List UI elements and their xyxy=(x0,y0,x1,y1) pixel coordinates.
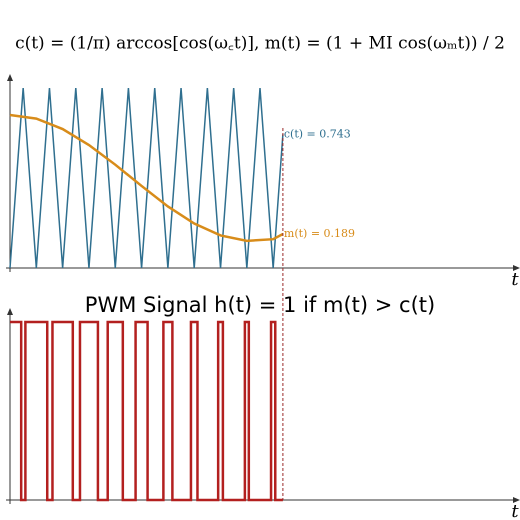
y-axis-arrow xyxy=(7,308,13,315)
x-axis-arrow xyxy=(513,497,520,503)
x-axis-arrow xyxy=(513,265,520,271)
end-label: c(t) = 0.743 xyxy=(284,127,351,140)
end-label: m(t) = 0.189 xyxy=(284,227,355,240)
x-axis-label: t xyxy=(511,269,519,290)
pwm-line xyxy=(10,320,283,502)
y-axis-arrow xyxy=(7,74,13,81)
series-line xyxy=(9,113,284,243)
series-line xyxy=(9,87,284,269)
chart-title: PWM Signal h(t) = 1 if m(t) > c(t) xyxy=(85,293,435,317)
x-axis-label: t xyxy=(511,501,519,520)
chart-title: c(t) = (1/π) arccos[cos(ω꜀t)], m(t) = (1… xyxy=(15,34,505,54)
